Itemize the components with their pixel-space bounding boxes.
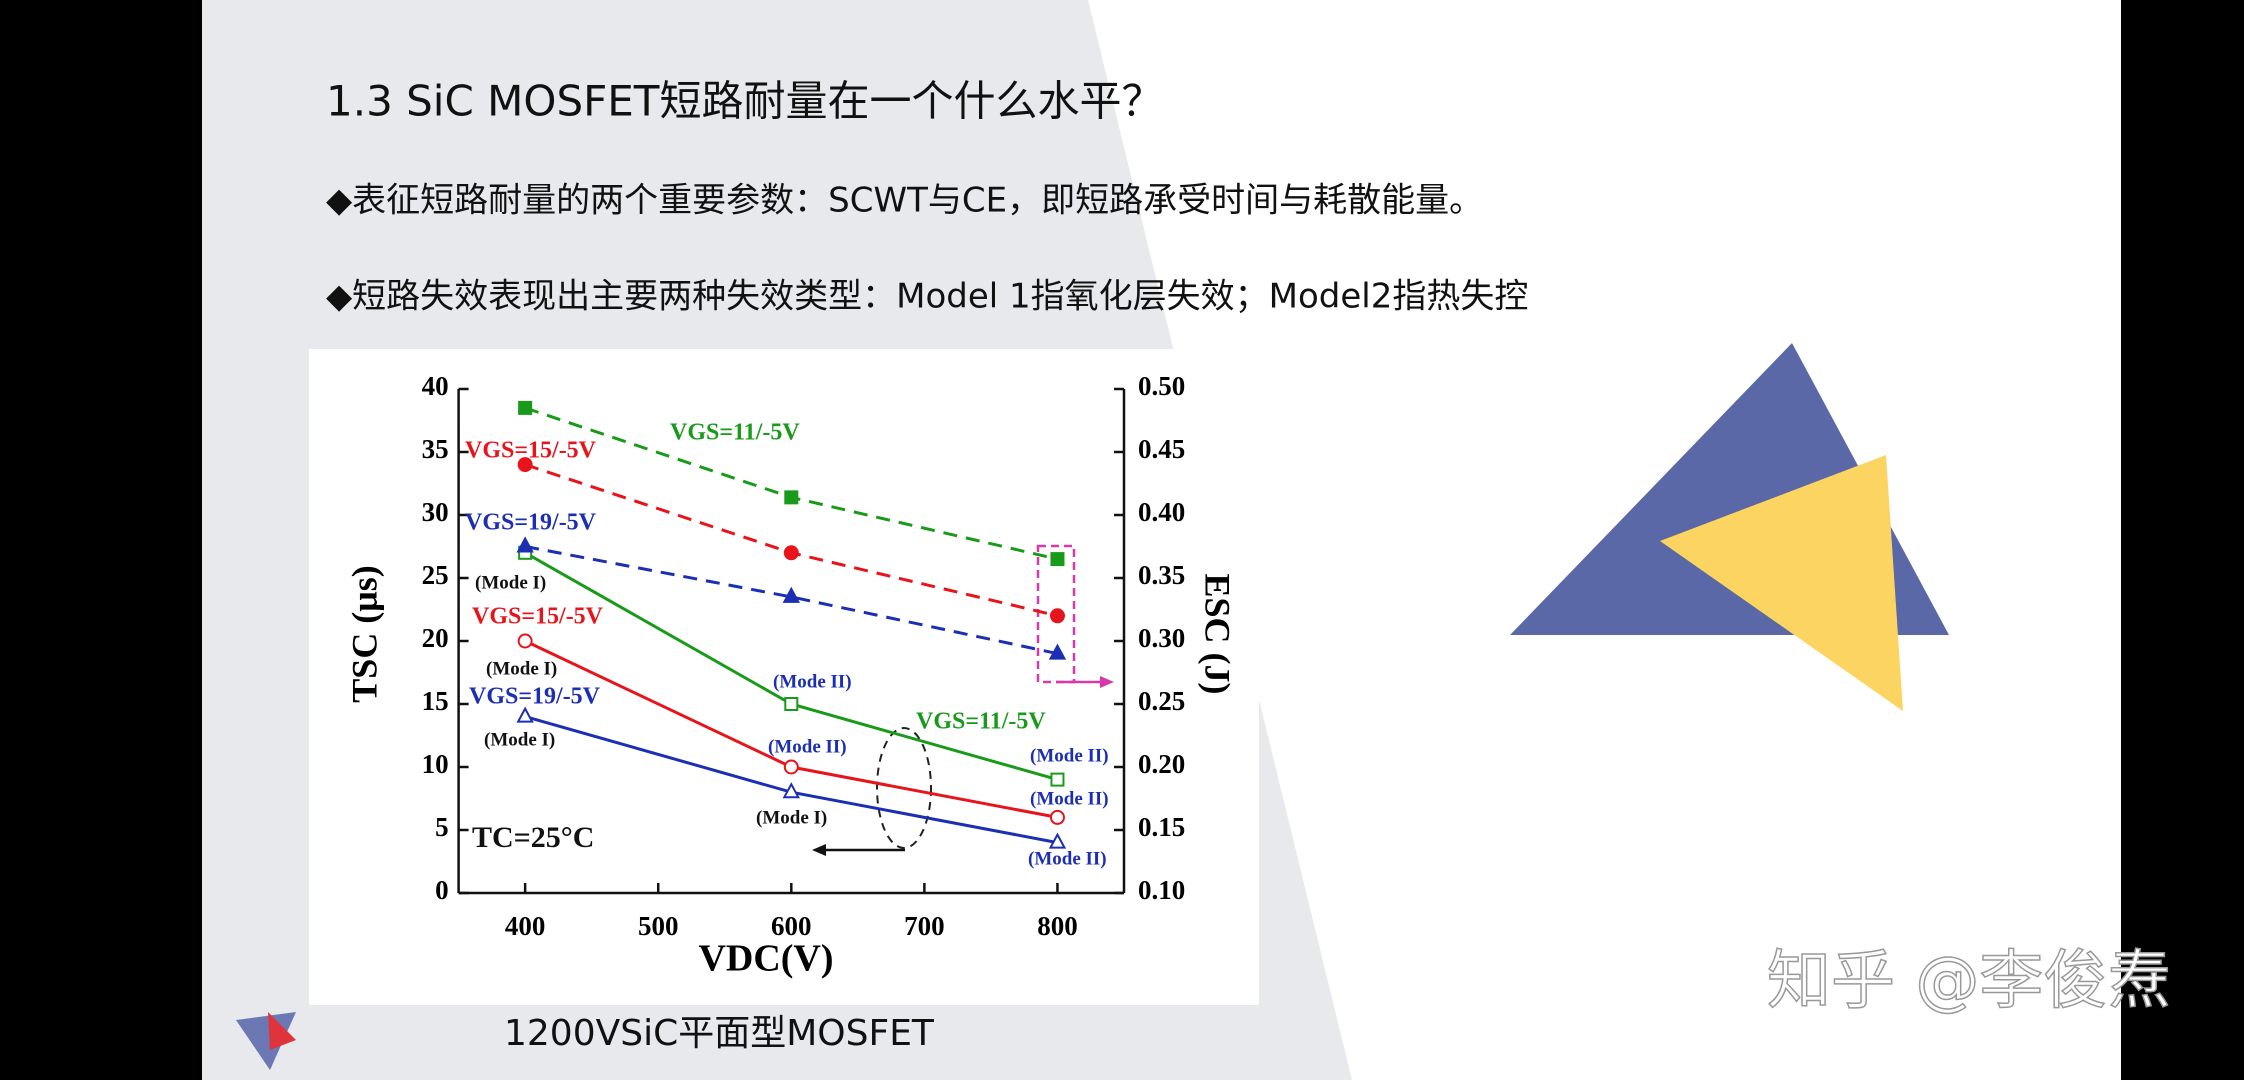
x-tick-label: 700 xyxy=(904,911,945,941)
y-tick-label: 35 xyxy=(422,434,449,464)
y2-tick-label: 0.40 xyxy=(1138,497,1185,527)
y2-tick-label: 0.45 xyxy=(1138,434,1185,464)
marker xyxy=(1048,643,1067,660)
slide-title: 1.3 SiC MOSFET短路耐量在一个什么水平？ xyxy=(326,77,1163,126)
marker xyxy=(782,586,800,603)
watermark: 知乎 @李俊焘 xyxy=(1767,945,2171,1019)
bullet: ◆短路失效表现出主要两种失效类型：Model 1指氧化层失效；Model2指热失… xyxy=(326,277,1528,317)
x-tick-label: 800 xyxy=(1037,911,1078,941)
annotation: (Mode I) xyxy=(484,729,555,750)
marker xyxy=(1049,809,1065,825)
y-tick-label: 40 xyxy=(422,371,449,401)
marker xyxy=(1050,552,1065,567)
marker xyxy=(518,400,533,415)
y-axis-label: TSC (μs) xyxy=(344,565,384,702)
y-tick-label: 10 xyxy=(422,749,449,779)
y2-tick-label: 0.20 xyxy=(1138,749,1185,779)
chart: 400 500 600 700 800 0 5 10 15 20 25 30 35 40 0.10 0.15 0… xyxy=(344,371,1237,980)
x-tick-label: 600 xyxy=(771,911,812,941)
annotation: VGS=15/-5V xyxy=(465,438,597,464)
y-tick-label: 20 xyxy=(422,623,449,653)
annotation: (Mode II) xyxy=(768,736,847,757)
marker xyxy=(784,490,799,505)
y2-tick-label: 0.50 xyxy=(1138,371,1185,401)
annotation: VGS=19/-5V xyxy=(469,684,601,710)
marker xyxy=(782,782,800,799)
marker xyxy=(517,633,533,649)
y2-tick-label: 0.30 xyxy=(1138,623,1185,653)
marker xyxy=(783,545,799,561)
annotation: (Mode II) xyxy=(1030,788,1109,809)
annotation: (Mode I) xyxy=(486,658,557,679)
annotation: VGS=19/-5V xyxy=(465,510,597,536)
annotation: (Mode II) xyxy=(1028,848,1107,869)
marker xyxy=(1049,608,1065,624)
marker xyxy=(1050,772,1065,787)
y2-tick-label: 0.10 xyxy=(1138,875,1185,905)
y2-tick-label: 0.35 xyxy=(1138,560,1185,590)
y2-tick-label: 0.25 xyxy=(1138,686,1185,716)
marker xyxy=(784,697,799,711)
arrow-head xyxy=(1100,676,1114,688)
deco-triangle xyxy=(1660,455,1903,711)
caption: 1200VSiC平面型MOSFET xyxy=(504,1013,935,1054)
annotation: VGS=11/-5V xyxy=(670,420,800,446)
bullet: ◆表征短路耐量的两个重要参数：SCWT与CE，即短路承受时间与耗散能量。 xyxy=(326,181,1483,221)
x-axis-label: VDC(V) xyxy=(698,938,833,980)
annotation: (Mode I) xyxy=(475,572,546,593)
y-tick-label: 25 xyxy=(422,560,449,590)
annotation: (Mode II) xyxy=(1030,745,1109,766)
y2-axis-label: ESC (J) xyxy=(1198,573,1238,694)
marker xyxy=(1048,832,1067,849)
y-tick-label: 15 xyxy=(422,686,449,716)
ellipse xyxy=(876,727,932,849)
x-tick-label: 400 xyxy=(505,911,546,941)
arrow-head xyxy=(812,844,826,856)
marker xyxy=(517,457,533,473)
logo xyxy=(268,1012,296,1050)
annotation: (Mode I) xyxy=(756,807,827,828)
annotation: TC=25°C xyxy=(472,821,594,854)
x-tick-label: 500 xyxy=(638,911,679,941)
marker xyxy=(783,759,799,775)
y-tick-label: 0 xyxy=(435,875,449,905)
annotation: VGS=11/-5V xyxy=(916,709,1046,735)
marker xyxy=(516,536,534,553)
annotation: (Mode II) xyxy=(773,671,852,692)
marker xyxy=(516,706,534,723)
y2-tick-label: 0.15 xyxy=(1138,812,1185,842)
y-tick-label: 5 xyxy=(435,812,449,842)
annotation: VGS=15/-5V xyxy=(472,604,604,630)
y-tick-label: 30 xyxy=(422,497,449,527)
